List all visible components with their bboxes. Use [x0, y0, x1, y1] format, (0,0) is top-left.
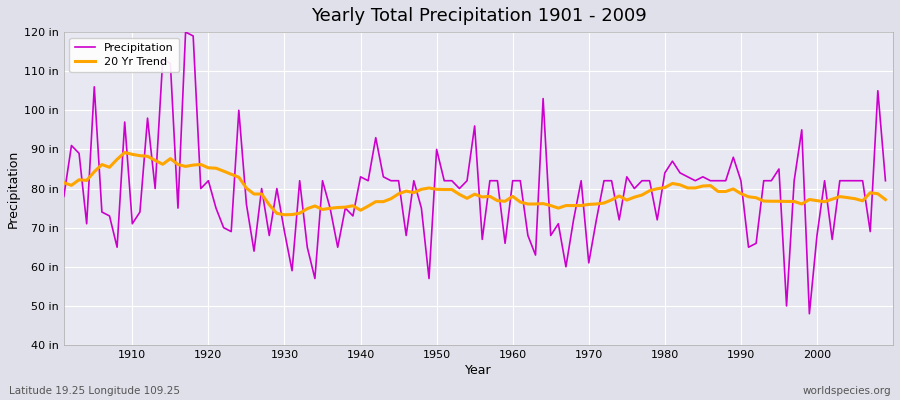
Title: Yearly Total Precipitation 1901 - 2009: Yearly Total Precipitation 1901 - 2009 [310, 7, 646, 25]
Precipitation [607, 178, 617, 183]
20 Yr Trend [880, 197, 891, 202]
X-axis label: Year: Year [465, 364, 491, 377]
Line: 20 Yr Trend: 20 Yr Trend [64, 152, 886, 215]
Text: worldspecies.org: worldspecies.org [803, 386, 891, 396]
Precipitation [880, 178, 891, 183]
20 Yr Trend [347, 203, 358, 208]
Precipitation [804, 311, 814, 316]
Line: Precipitation: Precipitation [64, 32, 886, 314]
20 Yr Trend [523, 202, 534, 206]
Precipitation [180, 30, 191, 34]
Precipitation [508, 178, 518, 183]
20 Yr Trend [120, 150, 130, 155]
20 Yr Trend [515, 200, 526, 204]
Precipitation [515, 178, 526, 183]
20 Yr Trend [614, 194, 625, 198]
Text: Latitude 19.25 Longitude 109.25: Latitude 19.25 Longitude 109.25 [9, 386, 180, 396]
20 Yr Trend [279, 212, 290, 217]
Precipitation [294, 178, 305, 183]
Precipitation [340, 206, 351, 210]
Legend: Precipitation, 20 Yr Trend: Precipitation, 20 Yr Trend [69, 38, 179, 72]
Precipitation [120, 120, 130, 124]
20 Yr Trend [302, 206, 312, 211]
20 Yr Trend [127, 152, 138, 157]
20 Yr Trend [58, 180, 69, 185]
Precipitation [58, 194, 69, 199]
Y-axis label: Precipitation: Precipitation [7, 150, 20, 228]
